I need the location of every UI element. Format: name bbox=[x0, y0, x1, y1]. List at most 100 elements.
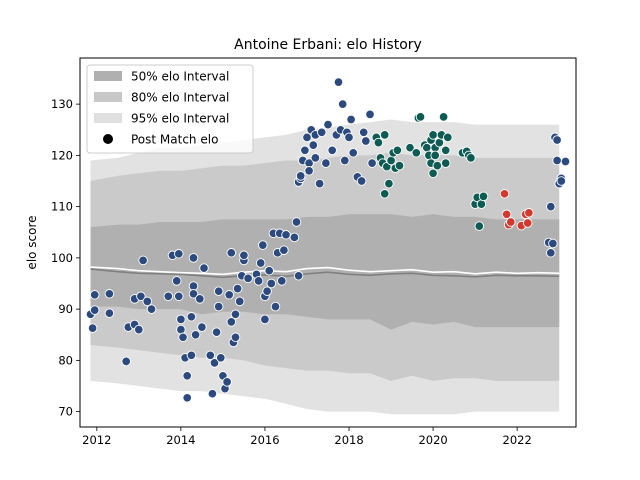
data-point bbox=[560, 156, 571, 167]
data-point bbox=[379, 189, 390, 199]
data-point bbox=[295, 171, 306, 181]
x-tick-label: 2022 bbox=[503, 433, 532, 447]
data-point bbox=[186, 312, 197, 322]
data-point bbox=[499, 189, 510, 199]
data-point bbox=[136, 291, 146, 302]
data-point bbox=[321, 158, 331, 168]
data-point bbox=[255, 258, 266, 268]
data-point bbox=[253, 276, 264, 286]
data-point bbox=[207, 388, 218, 399]
data-point bbox=[411, 148, 422, 158]
x-tick-label: 2012 bbox=[82, 433, 111, 447]
data-point bbox=[394, 160, 405, 171]
legend-label: Post Match elo bbox=[131, 133, 218, 147]
data-point bbox=[337, 99, 348, 109]
data-point bbox=[384, 178, 394, 189]
mean-line bbox=[90, 266, 560, 276]
legend-label: 95% elo Interval bbox=[131, 112, 229, 126]
data-point bbox=[304, 166, 314, 176]
data-point bbox=[239, 250, 249, 261]
data-point bbox=[178, 332, 188, 343]
data-point bbox=[443, 132, 453, 143]
data-point bbox=[289, 232, 300, 243]
data-point bbox=[262, 286, 272, 296]
legend-swatch bbox=[94, 113, 122, 123]
y-tick-label: 120 bbox=[51, 148, 73, 162]
data-point bbox=[211, 327, 222, 337]
center-lines bbox=[90, 266, 560, 279]
data-point bbox=[89, 305, 100, 315]
data-point bbox=[146, 304, 157, 314]
data-point bbox=[264, 265, 274, 276]
data-point bbox=[323, 119, 333, 130]
data-point bbox=[195, 294, 205, 304]
data-point bbox=[279, 245, 289, 255]
data-point bbox=[270, 301, 281, 312]
data-point bbox=[314, 178, 325, 189]
data-point bbox=[104, 289, 115, 299]
data-point bbox=[234, 296, 245, 307]
data-point bbox=[356, 176, 367, 186]
data-point bbox=[163, 291, 174, 302]
x-tick-label: 2020 bbox=[418, 433, 447, 447]
y-tick-label: 100 bbox=[51, 251, 73, 265]
data-point bbox=[415, 112, 426, 122]
x-axis: 2012 2014 2016 2018 2020 2022 bbox=[82, 427, 532, 447]
data-point bbox=[438, 112, 449, 122]
data-point bbox=[87, 323, 98, 333]
data-point bbox=[308, 140, 319, 150]
axes-frame bbox=[79, 57, 577, 428]
data-point bbox=[230, 332, 241, 343]
legend-swatch bbox=[94, 71, 122, 81]
chart-title: Antoine Erbani: elo History bbox=[234, 37, 422, 53]
data-point bbox=[230, 309, 241, 320]
data-point bbox=[291, 217, 302, 227]
data-point bbox=[258, 240, 268, 250]
y-tick-label: 70 bbox=[58, 405, 73, 419]
data-point bbox=[546, 248, 556, 258]
data-point bbox=[440, 158, 451, 168]
data-point bbox=[310, 153, 321, 163]
data-point bbox=[302, 132, 312, 143]
legend-label: 80% elo Interval bbox=[131, 91, 229, 105]
data-point bbox=[428, 168, 438, 179]
legend-label: 50% elo Interval bbox=[131, 70, 229, 84]
median-line bbox=[90, 268, 560, 279]
data-point bbox=[174, 291, 184, 302]
post-match-points bbox=[85, 77, 571, 403]
y-tick-label: 80 bbox=[58, 353, 73, 367]
plot-area bbox=[79, 57, 577, 428]
data-point bbox=[358, 127, 369, 138]
legend-frame bbox=[86, 64, 254, 154]
data-point bbox=[213, 301, 224, 312]
data-point bbox=[213, 286, 224, 296]
legend: 50% elo Interval 80% elo Interval 95% elo … bbox=[86, 64, 254, 154]
data-point bbox=[182, 371, 192, 381]
x-tick-label: 2014 bbox=[166, 433, 195, 447]
data-point bbox=[392, 145, 403, 156]
data-point bbox=[466, 153, 476, 163]
data-point bbox=[327, 145, 337, 156]
legend-marker bbox=[103, 134, 113, 144]
data-point bbox=[176, 314, 186, 325]
data-point bbox=[432, 160, 443, 171]
data-point bbox=[205, 350, 216, 361]
data-point bbox=[182, 393, 192, 403]
data-point bbox=[188, 289, 199, 299]
data-point bbox=[478, 191, 489, 202]
data-point bbox=[243, 273, 253, 284]
data-point bbox=[522, 218, 533, 228]
data-point bbox=[260, 314, 270, 325]
data-point bbox=[346, 114, 356, 125]
data-point bbox=[176, 324, 186, 335]
data-point bbox=[134, 324, 144, 335]
data-point bbox=[430, 150, 440, 161]
data-point bbox=[434, 137, 445, 148]
y-axis-label: elo score bbox=[25, 215, 39, 269]
data-point bbox=[422, 142, 432, 153]
y-tick-label: 130 bbox=[51, 97, 73, 111]
data-point bbox=[281, 230, 291, 240]
data-point bbox=[348, 148, 358, 158]
data-point bbox=[440, 145, 451, 156]
